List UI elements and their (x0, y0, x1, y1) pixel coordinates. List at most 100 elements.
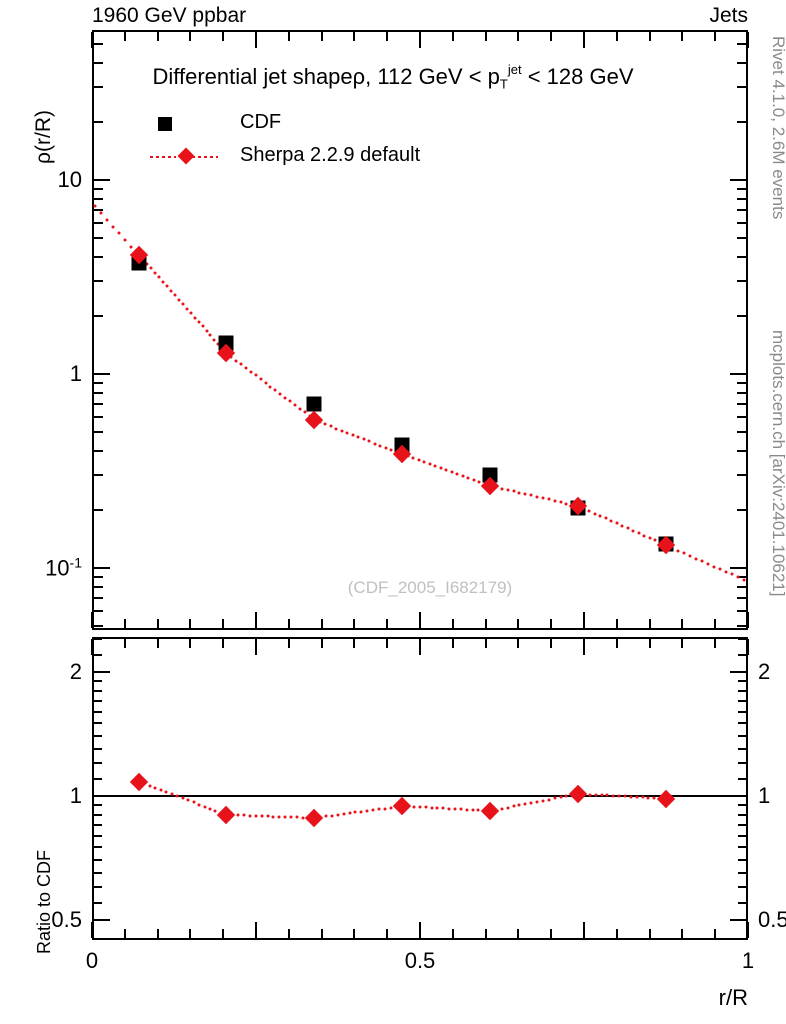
sherpa-line-dot (229, 355, 233, 359)
main-y-tick (94, 567, 110, 569)
sherpa-line-dot (264, 381, 268, 385)
sherpa-line-dot (653, 538, 657, 542)
sherpa-line-dot (239, 362, 243, 366)
main-y-tick (94, 43, 103, 46)
sherpa-line-dot (389, 448, 393, 452)
ratio-x-tick (419, 922, 421, 938)
ratio-y-tick (94, 872, 102, 875)
main-y-tick (94, 209, 103, 212)
ratio-line-dot (623, 794, 627, 798)
ratio-line-dot (377, 807, 381, 811)
ratio-line-dot (541, 799, 545, 803)
main-y-tick (94, 381, 103, 384)
ratio-y-tick (738, 710, 746, 713)
sherpa-line-dot (553, 499, 557, 503)
ratio-line-dot (359, 810, 363, 814)
ratio-line-dot (553, 796, 557, 800)
sherpa-line-dot (298, 407, 302, 411)
main-y-tick (94, 403, 103, 406)
ratio-x-tick (91, 639, 93, 655)
ratio-x-tick (222, 639, 225, 648)
ratio-x-tick (255, 639, 257, 655)
main-y-tick (737, 391, 746, 394)
ratio-line-dot (564, 794, 568, 798)
ratio-line-dot (271, 815, 275, 819)
x-tick-label: 1 (741, 948, 755, 973)
main-x-tick (747, 32, 749, 48)
ratio-line-dot (605, 793, 609, 797)
sherpa-line-dot (559, 500, 562, 504)
ratio-line-dot (465, 808, 469, 812)
plot-title-post: < 128 GeV (521, 63, 634, 89)
ratio-line-dot (389, 806, 393, 810)
sherpa-line-dot (517, 491, 521, 495)
ratio-line-dot (159, 788, 163, 792)
ratio-y-tick (94, 919, 110, 921)
sherpa-line-dot (450, 470, 454, 474)
main-x-tick (484, 32, 487, 41)
legend-label-sherpa: Sherpa 2.2.9 default (240, 144, 421, 166)
main-y-tick (737, 416, 746, 419)
ratio-line-dot (418, 805, 422, 809)
legend-label-cdf: CDF (240, 111, 282, 133)
sherpa-line-dot (642, 534, 646, 537)
sherpa-line-dot (273, 388, 277, 392)
ratio-x-tick (747, 639, 749, 655)
x-tick-label: 0.5 (404, 948, 436, 973)
main-y-tick (737, 508, 746, 511)
ratio-y-tick (94, 804, 102, 807)
main-y-tick (737, 450, 746, 453)
sherpa-line-dot (604, 516, 608, 520)
sherpa-line-dot (512, 489, 516, 493)
ratio-x-tick (648, 929, 651, 938)
sherpa-line-dot (201, 324, 204, 328)
main-x-tick (156, 32, 159, 41)
main-y-tick (94, 575, 103, 578)
sherpa-line-dot (477, 480, 481, 484)
sherpa-line-dot (303, 410, 307, 414)
main-x-tick (386, 619, 389, 628)
ratio-x-tick (156, 929, 159, 938)
main-x-tick (517, 619, 520, 628)
main-x-tick (255, 32, 257, 48)
ratio-x-tick (320, 639, 323, 648)
ratio-line-dot (500, 807, 504, 811)
sherpa-line-dot (615, 521, 619, 525)
main-x-tick (320, 32, 323, 41)
ratio-line-dot (175, 794, 179, 798)
sherpa-line-dot (145, 262, 149, 266)
ratio-y-tick (94, 638, 102, 641)
ratio-line-dot (324, 814, 328, 818)
sherpa-line-dot (323, 422, 327, 426)
ratio-x-tick (648, 639, 651, 648)
ratio-line-dot (424, 805, 428, 809)
main-y-tick (737, 237, 746, 240)
main-y-tick (94, 450, 103, 453)
sherpa-line-dot (631, 529, 635, 533)
ratio-y-tick (94, 734, 102, 737)
ratio-x-tick (583, 922, 585, 938)
ratio-line-dot (547, 798, 551, 802)
sherpa-line-dot (626, 526, 630, 530)
main-x-tick (648, 32, 651, 41)
sherpa-line-dot (216, 342, 220, 346)
sherpa-line-dot (351, 433, 355, 437)
main-x-tick (550, 619, 553, 628)
rivet-version-label: Rivet 4.1.0, 2.6M events (769, 36, 786, 220)
ratio-x-tick (156, 639, 159, 648)
ratio-y-tick (738, 834, 746, 837)
ratio-line-dot (441, 806, 445, 810)
ratio-y-tick (738, 653, 746, 656)
ratio-y-tick (94, 689, 102, 692)
ratio-y-tick (94, 748, 102, 751)
ratio-unity-line (94, 795, 746, 797)
ratio-y-tick (730, 671, 746, 673)
ratio-line-dot (353, 810, 357, 814)
sherpa-line-dot (428, 462, 432, 466)
main-y-tick (737, 625, 746, 628)
sherpa-line-dot (694, 557, 698, 561)
ratio-line-dot (447, 807, 451, 811)
square-marker-icon (158, 117, 172, 131)
sherpa-line-dot (205, 329, 208, 333)
